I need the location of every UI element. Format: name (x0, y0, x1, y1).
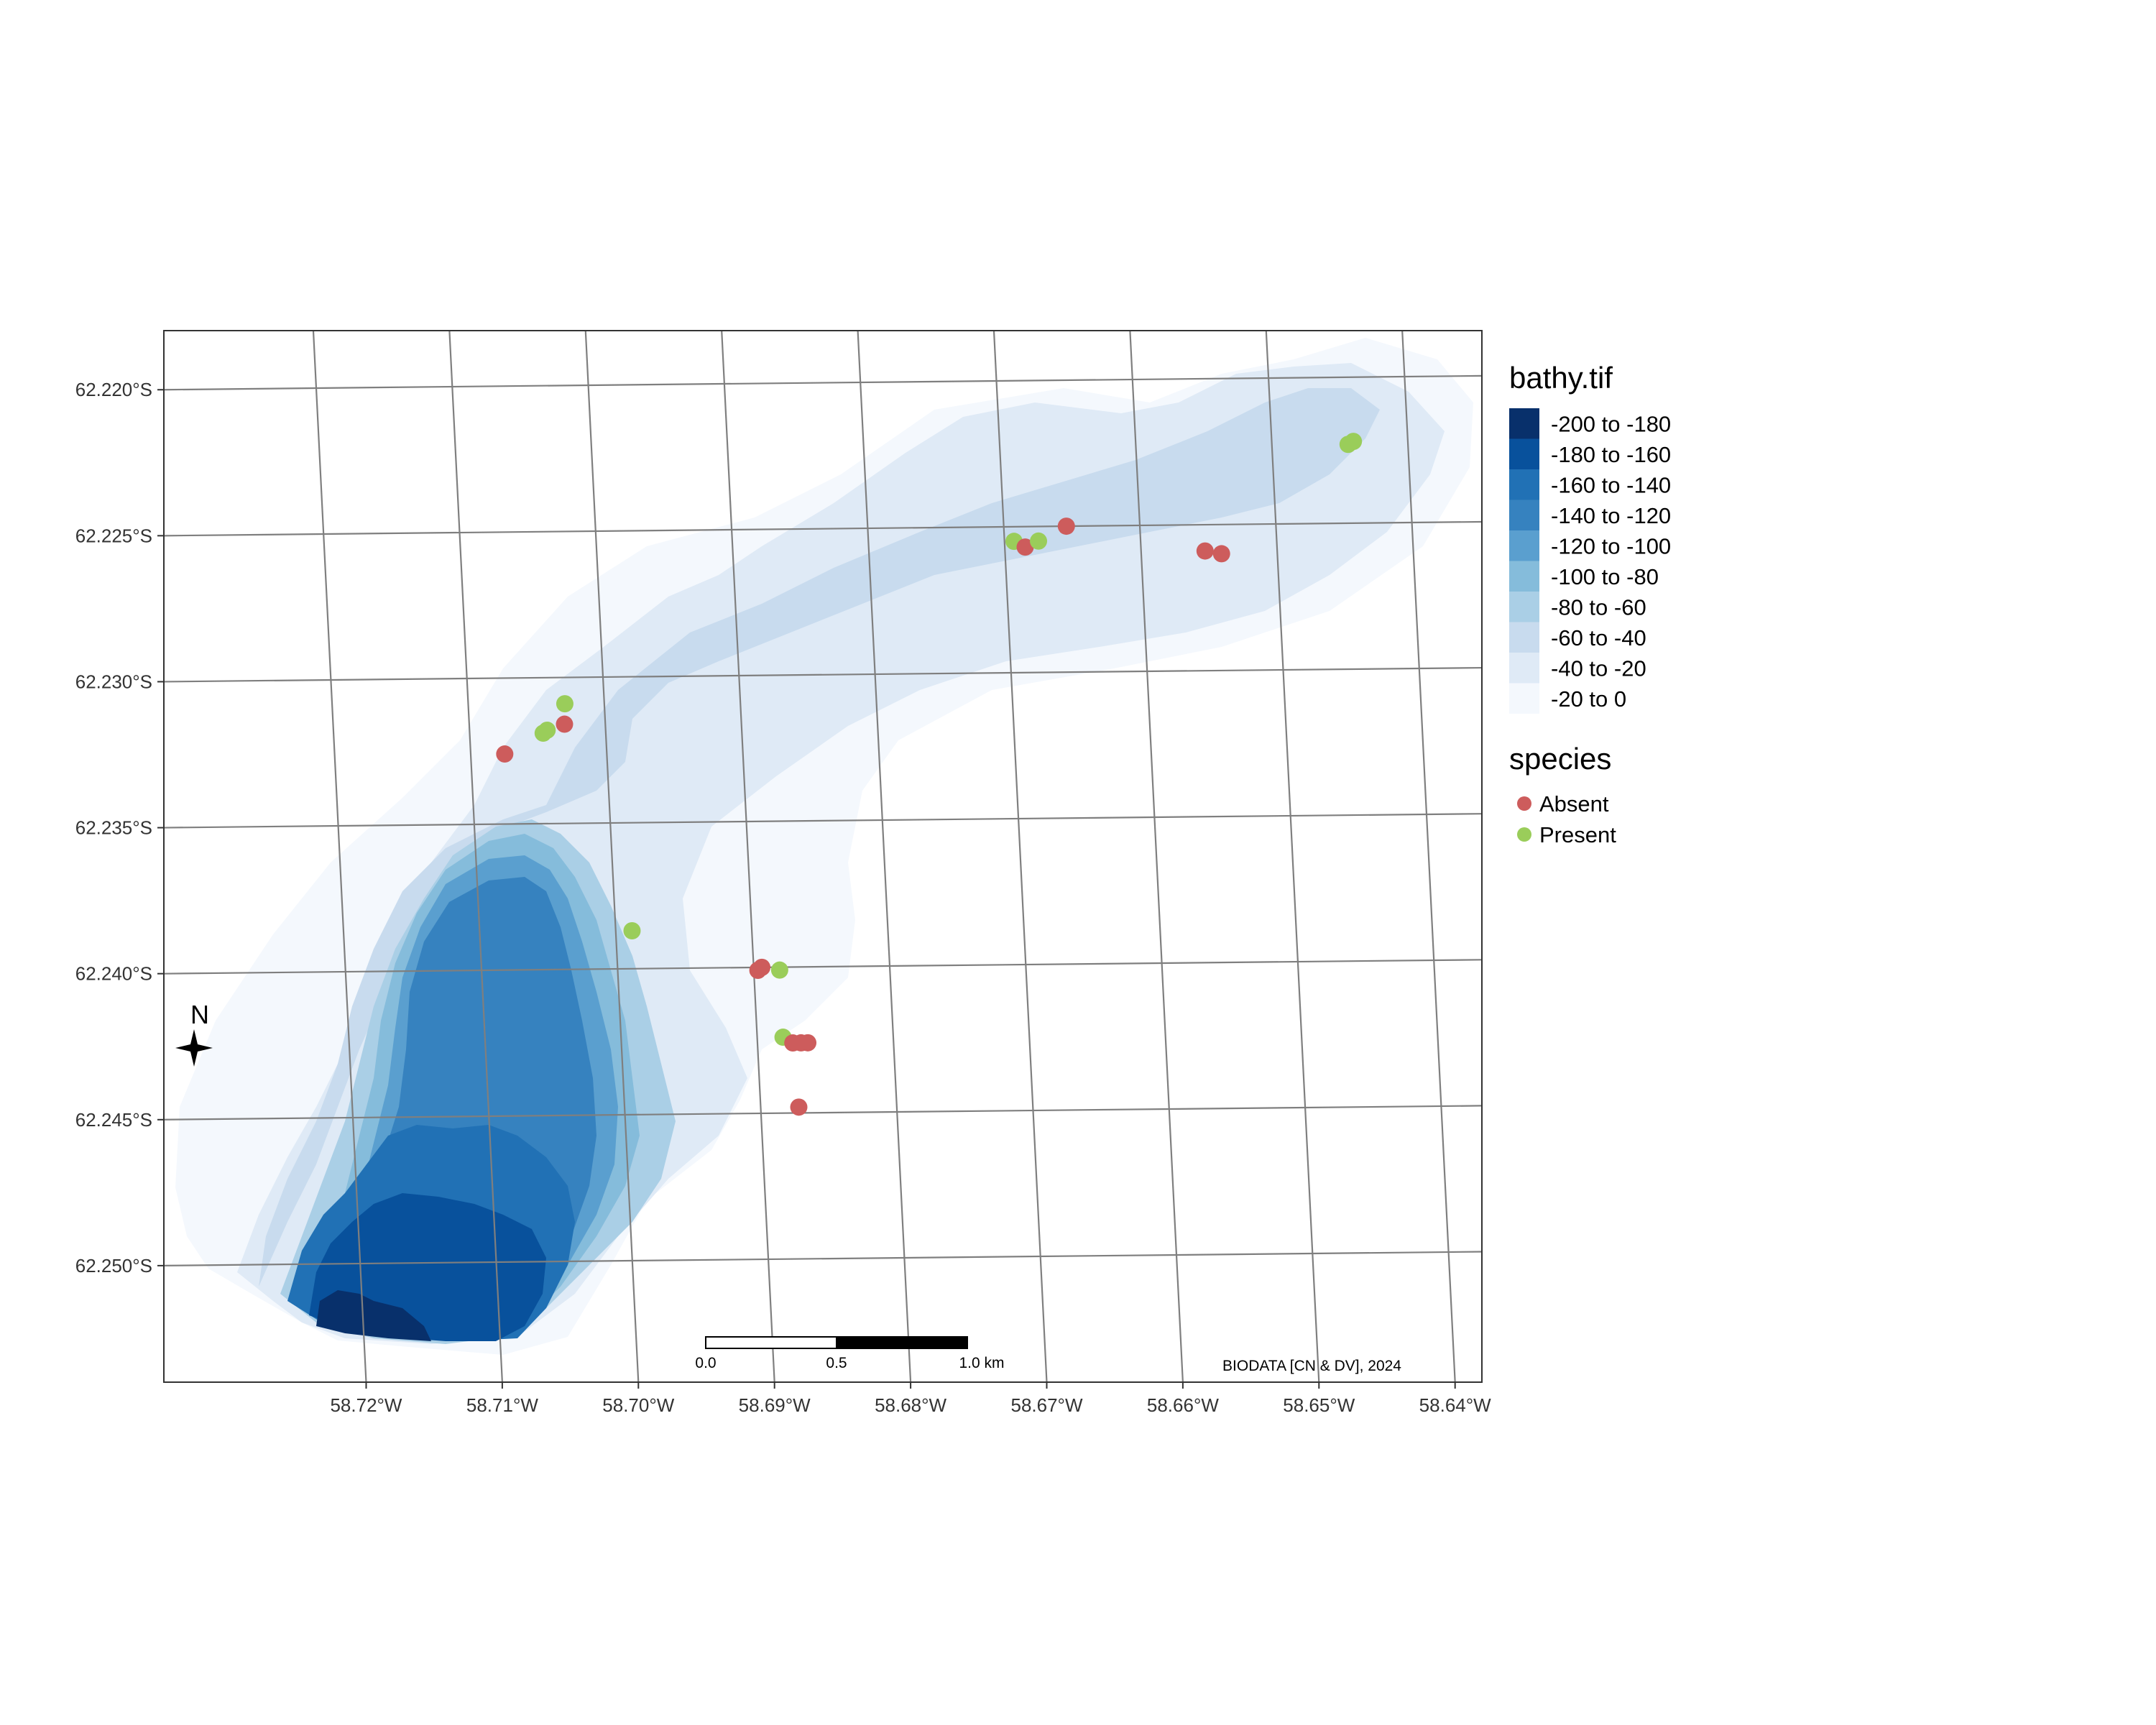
legend-bathy-swatch (1509, 683, 1539, 714)
y-tick-label: 62.225°S (75, 525, 152, 546)
parallel-line (164, 959, 1482, 975)
x-tick-label: 58.70°W (602, 1394, 674, 1416)
species-point-present (1345, 433, 1363, 451)
species-point-absent (1196, 542, 1214, 560)
legend-bathy-swatch (1509, 408, 1539, 439)
scale-label-2: 1.0 km (959, 1355, 1004, 1371)
meridian-line (1401, 331, 1456, 1382)
parallel-line (164, 1105, 1482, 1121)
y-tick-label: 62.235°S (75, 817, 152, 839)
x-axis: 58.72°W 58.71°W 58.70°W 58.69°W 58.68°W 58.67… (330, 1382, 1491, 1416)
species-points (496, 433, 1363, 1116)
x-tick-label: 58.67°W (1010, 1394, 1082, 1416)
legend-bathy-label: -160 to -140 (1551, 472, 1671, 497)
species-point-absent (1212, 545, 1230, 563)
legend-bathy-swatch (1509, 592, 1539, 622)
meridian-line (448, 331, 503, 1382)
x-tick-label: 58.65°W (1283, 1394, 1355, 1416)
species-point-present (623, 921, 641, 939)
legend-bathy-swatch (1509, 469, 1539, 500)
north-arrow: N (175, 1000, 213, 1067)
meridian-line (1265, 331, 1320, 1382)
species-point-present (1030, 532, 1048, 550)
x-tick-label: 58.64°W (1419, 1394, 1491, 1416)
y-tick-label: 62.250°S (75, 1255, 152, 1276)
species-point-absent (1057, 518, 1075, 535)
legend-bathy-swatch (1509, 653, 1539, 684)
y-tick-label: 62.245°S (75, 1109, 152, 1131)
scale-bar: 0.0 0.5 1.0 km (695, 1336, 1005, 1371)
legend-bathy-label: -20 to 0 (1551, 686, 1626, 712)
scale-label-0: 0.0 (695, 1355, 716, 1371)
meridian-line (1129, 331, 1184, 1382)
north-arrow-icon (175, 1029, 213, 1067)
y-axis: 62.220°S 62.225°S 62.230°S 62.235°S 62.240°S… (75, 379, 164, 1276)
meridian-line (312, 331, 367, 1382)
parallel-line (164, 374, 1482, 391)
credit-text: BIODATA [CN & DV], 2024 (1222, 1358, 1401, 1374)
legend-species-label: Absent (1539, 791, 1609, 816)
legend-bathy-label: -60 to -40 (1551, 625, 1646, 650)
legend-species-label: Present (1539, 822, 1616, 847)
x-tick-label: 58.72°W (330, 1394, 402, 1416)
legend-bathy-label: -180 to -160 (1551, 442, 1671, 467)
y-tick-label: 62.220°S (75, 379, 152, 400)
legend-bathy-swatch (1509, 500, 1539, 530)
bathymetry-raster (175, 338, 1473, 1355)
meridian-line (721, 331, 775, 1382)
species-point-absent (790, 1098, 808, 1116)
legend-bathy-label: -200 to -180 (1551, 411, 1671, 436)
meridian-line (992, 331, 1048, 1382)
legend-species-title: species (1509, 742, 1611, 776)
parallel-line (164, 1251, 1482, 1266)
y-tick-label: 62.240°S (75, 963, 152, 985)
parallel-line (164, 666, 1482, 683)
species-point-absent (1016, 538, 1034, 556)
y-tick-label: 62.230°S (75, 671, 152, 692)
legend-species-swatch (1517, 796, 1531, 811)
species-point-present (770, 961, 788, 979)
legend-species-swatch (1517, 827, 1531, 842)
legend-bathy-label: -40 to -20 (1551, 656, 1646, 681)
legend-bathy-label: -120 to -100 (1551, 533, 1671, 558)
species-point-present (538, 721, 556, 739)
x-tick-label: 58.71°W (466, 1394, 538, 1416)
species-point-present (556, 695, 573, 713)
map-panel-border (163, 330, 1483, 1383)
legend-species: species Absent Present (1509, 742, 1616, 847)
legend-bathy-swatch (1509, 438, 1539, 469)
x-tick-label: 58.68°W (875, 1394, 946, 1416)
bathy-band-200-180 (316, 1290, 431, 1341)
scale-bar-segment-black (836, 1336, 968, 1349)
legend-bathy-swatch (1509, 530, 1539, 561)
scale-label-1: 0.5 (826, 1355, 847, 1371)
legend-bathy-label: -80 to -60 (1551, 594, 1646, 620)
graticule (164, 331, 1482, 1382)
meridian-line (857, 331, 912, 1382)
legend-bathy-swatch (1509, 622, 1539, 653)
north-label: N (190, 1000, 209, 1029)
species-point-absent (799, 1034, 817, 1052)
x-tick-label: 58.66°W (1147, 1394, 1219, 1416)
species-point-absent (753, 958, 771, 976)
parallel-line (164, 520, 1482, 537)
legend-bathy-label: -140 to -120 (1551, 503, 1671, 528)
legend-bathy-swatch (1509, 561, 1539, 592)
legend-bathy-label: -100 to -80 (1551, 564, 1659, 589)
meridian-line (584, 331, 640, 1382)
parallel-line (164, 813, 1482, 829)
species-point-absent (556, 715, 573, 733)
species-point-absent (496, 745, 514, 763)
legend-bathymetry-title: bathy.tif (1509, 361, 1613, 395)
legend-bathymetry: bathy.tif -200 to -180 -180 to -160 -160 t… (1509, 361, 1671, 714)
scale-bar-segment-white (705, 1336, 837, 1349)
x-tick-label: 58.69°W (739, 1394, 811, 1416)
